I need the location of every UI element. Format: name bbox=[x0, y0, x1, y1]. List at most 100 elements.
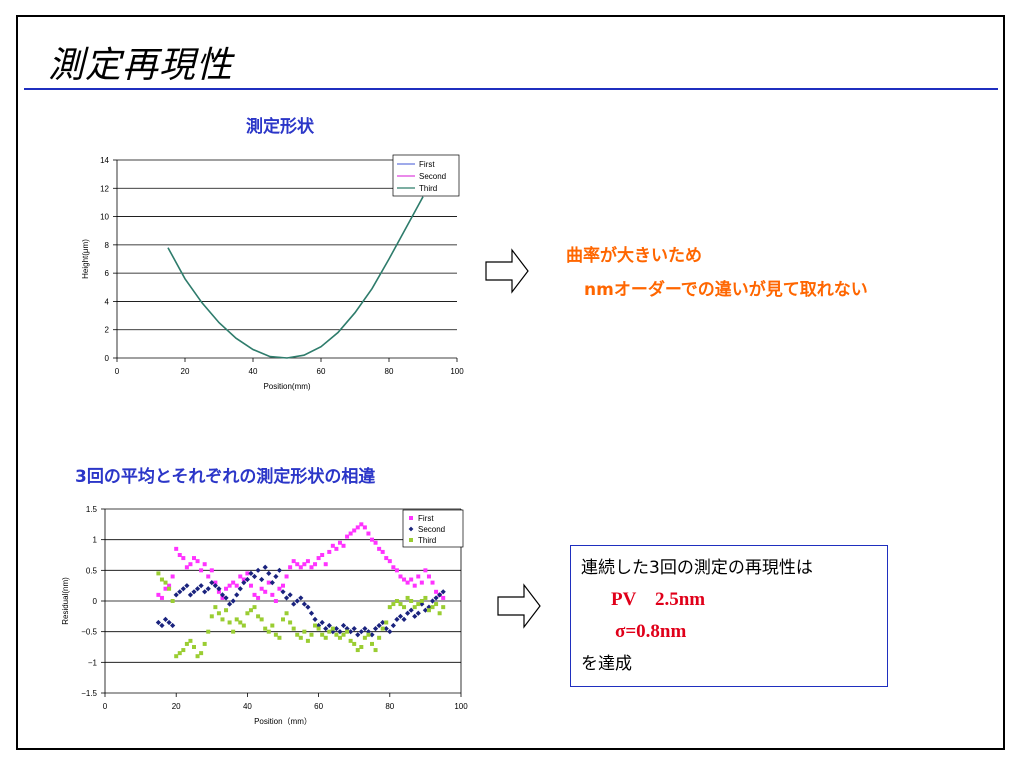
point-first bbox=[202, 562, 207, 567]
point-first bbox=[402, 577, 407, 582]
legend-label: Second bbox=[418, 525, 445, 534]
point-third bbox=[170, 599, 175, 603]
x-axis-label: Position（mm） bbox=[254, 717, 312, 726]
point-second bbox=[333, 626, 339, 632]
point-third bbox=[323, 635, 328, 640]
point-second bbox=[251, 573, 258, 580]
point-second bbox=[191, 589, 197, 595]
point-first bbox=[181, 556, 186, 561]
point-second bbox=[337, 629, 343, 635]
point-first bbox=[170, 574, 175, 579]
point-second bbox=[419, 601, 425, 607]
point-third bbox=[224, 608, 229, 613]
point-second bbox=[390, 622, 396, 629]
point-first bbox=[398, 574, 403, 579]
point-third bbox=[391, 602, 396, 607]
point-first bbox=[234, 583, 239, 588]
point-third bbox=[405, 595, 410, 600]
point-second bbox=[362, 626, 368, 632]
point-first bbox=[359, 522, 364, 527]
point-second bbox=[298, 595, 304, 601]
point-first bbox=[159, 595, 164, 600]
point-second bbox=[155, 619, 161, 626]
point-first bbox=[355, 525, 360, 530]
point-second bbox=[173, 592, 179, 598]
point-first bbox=[394, 568, 399, 573]
point-third bbox=[298, 635, 303, 640]
point-third bbox=[373, 648, 378, 653]
point-first bbox=[419, 580, 424, 585]
point-third bbox=[252, 605, 257, 610]
point-third bbox=[163, 580, 168, 585]
point-second bbox=[234, 592, 240, 598]
point-first bbox=[284, 574, 289, 579]
point-third bbox=[281, 617, 285, 622]
point-first bbox=[156, 592, 161, 597]
point-third bbox=[387, 605, 392, 610]
legend-label: Third bbox=[419, 184, 437, 193]
point-second bbox=[177, 589, 183, 595]
point-first bbox=[263, 589, 268, 594]
point-third bbox=[295, 632, 300, 637]
point-third bbox=[434, 602, 439, 607]
point-first bbox=[320, 553, 325, 557]
point-second bbox=[205, 586, 211, 592]
point-third bbox=[394, 599, 399, 603]
point-first bbox=[188, 562, 193, 567]
x-tick-label: 40 bbox=[243, 702, 252, 711]
point-third bbox=[330, 626, 335, 631]
point-third bbox=[202, 641, 207, 646]
point-second bbox=[280, 589, 286, 595]
point-third bbox=[430, 605, 435, 610]
point-third bbox=[159, 577, 164, 582]
point-second bbox=[170, 622, 176, 629]
point-third bbox=[398, 602, 403, 607]
point-third bbox=[334, 632, 339, 637]
x-tick-label: 80 bbox=[385, 702, 394, 711]
point-second bbox=[262, 564, 268, 570]
point-third bbox=[174, 654, 179, 659]
point-second bbox=[162, 616, 169, 622]
point-third bbox=[377, 635, 382, 640]
point-third bbox=[402, 605, 407, 610]
point-third bbox=[184, 641, 189, 646]
point-third bbox=[245, 611, 250, 616]
section-heading-shape: 測定形状 bbox=[246, 117, 314, 137]
point-first bbox=[345, 534, 350, 539]
point-first bbox=[412, 583, 417, 588]
point-third bbox=[441, 605, 446, 610]
point-first bbox=[195, 559, 200, 564]
x-tick-label: 60 bbox=[317, 367, 326, 376]
result-pv: PV 2.5nm bbox=[611, 589, 706, 610]
point-third bbox=[263, 626, 268, 631]
point-first bbox=[163, 586, 168, 591]
point-third bbox=[238, 620, 243, 625]
y-tick-label: 0.5 bbox=[86, 566, 98, 575]
point-first bbox=[231, 580, 236, 585]
point-third bbox=[423, 595, 428, 600]
height-line-chart: 0 2 4 6 8 10 12 14 0 20 40 60 80 100 Position(mm) Heigh… bbox=[81, 154, 464, 391]
title-divider bbox=[24, 88, 998, 90]
point-second bbox=[355, 632, 361, 638]
point-third bbox=[234, 617, 239, 622]
point-first bbox=[377, 546, 382, 551]
point-second bbox=[237, 586, 243, 592]
point-first bbox=[213, 580, 218, 585]
point-third bbox=[270, 623, 275, 628]
x-tick-label: 100 bbox=[450, 367, 464, 376]
point-first bbox=[281, 583, 285, 588]
point-third bbox=[213, 605, 218, 610]
note-line-1: 曲率が大きいため bbox=[566, 246, 702, 266]
point-first bbox=[330, 543, 335, 548]
point-first bbox=[305, 559, 310, 564]
result-sigma: σ=0.8nm bbox=[615, 621, 687, 642]
point-second bbox=[415, 610, 421, 616]
point-third bbox=[177, 651, 182, 656]
right-arrow-icon bbox=[497, 583, 541, 629]
point-second bbox=[266, 570, 272, 576]
point-first bbox=[216, 589, 221, 594]
point-second bbox=[369, 632, 375, 638]
y-tick-label: 14 bbox=[100, 156, 109, 165]
point-first bbox=[362, 525, 367, 530]
point-first bbox=[238, 574, 243, 579]
